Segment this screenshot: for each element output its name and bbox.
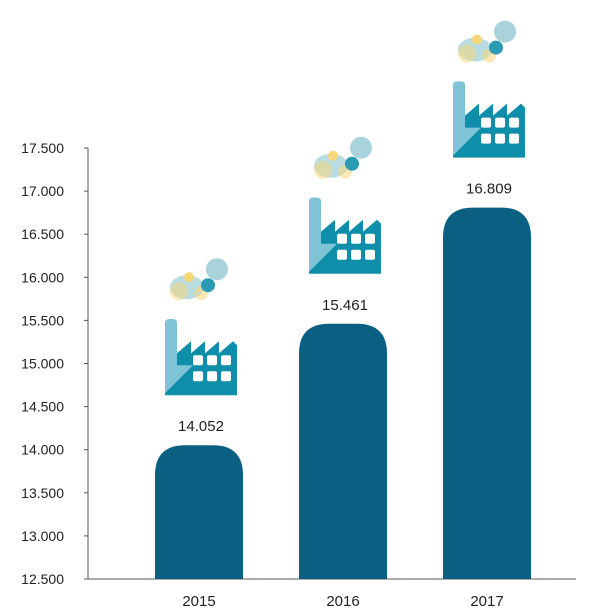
data-label-2016: 15.461	[322, 297, 368, 314]
factory-icons	[165, 20, 525, 396]
category-label-2015: 2015	[182, 593, 215, 610]
bar-2016	[299, 323, 387, 579]
y-tick-label: 17.000	[21, 183, 64, 199]
y-tick-label: 15.500	[21, 312, 64, 328]
y-tick-label: 16.000	[21, 269, 64, 285]
y-tick-label: 15.000	[21, 356, 64, 372]
y-tick-label: 17.500	[21, 140, 64, 156]
bar-series	[155, 207, 531, 579]
category-label-2016: 2016	[326, 593, 359, 610]
factory-smoke-icon	[165, 258, 237, 396]
y-tick-label: 13.000	[21, 528, 64, 544]
category-labels: 2015 2016 2017	[182, 593, 503, 610]
y-axis-ticks: 12.500 13.000 13.500 14.000 14.500 15.000 15.5…	[21, 140, 88, 587]
bar-2017	[443, 207, 531, 579]
bar-2015	[155, 445, 243, 579]
factory-smoke-icon	[453, 20, 525, 158]
y-tick-label: 13.500	[21, 485, 64, 501]
factory-smoke-icon	[309, 136, 381, 274]
y-tick-label: 16.500	[21, 226, 64, 242]
y-tick-label: 12.500	[21, 571, 64, 587]
data-labels: 14.052 15.461 16.809	[178, 181, 512, 436]
category-label-2017: 2017	[470, 593, 503, 610]
y-tick-label: 14.500	[21, 399, 64, 415]
y-tick-label: 14.000	[21, 442, 64, 458]
data-label-2015: 14.052	[178, 418, 224, 435]
data-label-2017: 16.809	[466, 181, 512, 198]
